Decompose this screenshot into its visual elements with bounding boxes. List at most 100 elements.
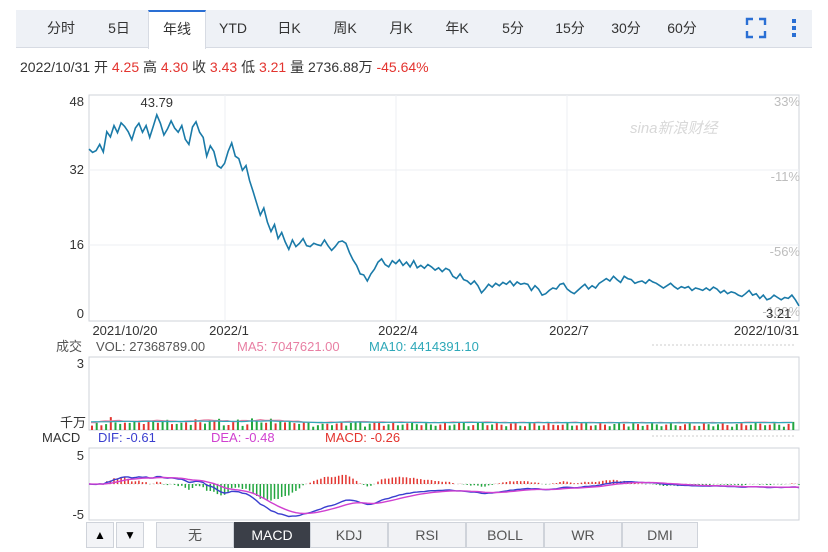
volume-bar — [359, 421, 362, 430]
volume-bar — [660, 426, 663, 430]
volume-bar — [669, 422, 672, 430]
volume-bar — [354, 421, 357, 430]
volume-bar — [298, 423, 301, 430]
dif-line — [88, 475, 800, 518]
volume-bar — [481, 422, 484, 430]
period-tab-bar: 分时 5日 年线 YTD 日K 周K 月K 年K 5分 15分 30分 60分 — [16, 10, 812, 49]
volume-bar — [208, 419, 211, 430]
volume-bar — [227, 425, 230, 430]
tab-5min[interactable]: 5分 — [502, 20, 524, 36]
volume-bar — [429, 424, 432, 430]
tab-monthly-k[interactable]: 月K — [389, 20, 413, 36]
volume-bar — [618, 423, 621, 430]
macd-y-tick: 5 — [77, 448, 84, 463]
tab-30min[interactable]: 30分 — [611, 20, 641, 36]
volume-bar — [166, 419, 169, 430]
volume-bar — [622, 423, 625, 430]
more-vertical-icon[interactable] — [782, 16, 806, 40]
fullscreen-icon[interactable] — [744, 16, 768, 40]
volume-bar — [335, 423, 338, 430]
volume-bar — [349, 423, 352, 430]
price-y-tick: 32 — [70, 162, 84, 177]
volume-label: 量 — [290, 59, 305, 75]
volume-bar — [646, 424, 649, 430]
volume-bar — [321, 423, 324, 430]
volume-bar — [585, 423, 588, 430]
volume-bar — [175, 423, 178, 430]
volume-bar — [486, 425, 489, 430]
volume-bar — [302, 422, 305, 430]
indicator-tab-none[interactable]: 无 — [156, 522, 234, 548]
volume-bar — [717, 424, 719, 430]
scroll-down-button[interactable]: ▼ — [116, 522, 144, 548]
volume-bar — [218, 418, 221, 430]
indicator-tab-dmi[interactable]: DMI — [622, 522, 698, 548]
volume-bar — [434, 425, 437, 430]
volume-bar — [778, 424, 781, 430]
volume-bar — [411, 422, 414, 430]
indicator-tab-boll[interactable]: BOLL — [466, 522, 544, 548]
change-percent: -45.64% — [376, 59, 429, 75]
scroll-up-button[interactable]: ▲ — [86, 522, 114, 548]
volume-bar — [571, 425, 574, 430]
indicator-tab-rsi[interactable]: RSI — [388, 522, 466, 548]
volume-bar — [307, 422, 310, 430]
volume-bar — [109, 417, 112, 430]
volume-bar — [735, 424, 738, 430]
volume-bar — [768, 424, 771, 430]
volume-unit-label: 千万 — [60, 415, 86, 430]
volume-bar — [759, 423, 762, 430]
volume-bar — [655, 424, 658, 430]
volume-bar — [773, 423, 776, 430]
macd-y-tick: -5 — [72, 507, 84, 522]
volume-bar — [684, 424, 686, 430]
volume-bar — [279, 421, 282, 430]
volume-bar — [161, 421, 164, 430]
open-value: 4.25 — [111, 59, 140, 75]
indicator-tab-kdj[interactable]: KDJ — [310, 522, 388, 548]
tab-15min[interactable]: 15分 — [555, 20, 585, 36]
tab-5day[interactable]: 5日 — [108, 20, 130, 36]
volume-bar — [147, 421, 150, 430]
close-value: 3.43 — [209, 59, 238, 75]
close-label: 收 — [192, 59, 207, 75]
volume-bar — [566, 422, 569, 430]
tab-fenshi[interactable]: 分时 — [47, 20, 75, 36]
tab-daily-k[interactable]: 日K — [277, 20, 301, 36]
volume-bar — [665, 424, 668, 430]
volume-bar — [425, 423, 428, 430]
tab-ytd[interactable]: YTD — [219, 20, 247, 36]
volume-bar — [378, 422, 381, 430]
volume-bar — [396, 425, 399, 430]
volume-bar — [575, 425, 578, 430]
volume-bar — [613, 424, 616, 430]
price-y-tick: 48 — [70, 94, 84, 109]
open-label: 开 — [93, 59, 108, 75]
price-y-tick: 0 — [77, 306, 84, 321]
x-tick: 2022/4 — [378, 323, 418, 338]
tab-yearly-k[interactable]: 年K — [445, 20, 469, 36]
indicator-tab-wr[interactable]: WR — [544, 522, 622, 548]
volume-bar — [171, 424, 173, 430]
tab-weekly-k[interactable]: 周K — [333, 20, 357, 36]
volume-bar — [236, 419, 239, 430]
volume-bar — [505, 426, 508, 430]
volume-bar — [260, 422, 263, 430]
volume-y-tick: 3 — [77, 356, 84, 371]
volume-bar — [651, 423, 654, 430]
dea-label: DEA: -0.48 — [211, 430, 275, 445]
volume-bar — [528, 422, 531, 430]
volume-bar — [387, 424, 390, 430]
volume-bar — [123, 422, 126, 430]
volume-bar — [627, 426, 630, 430]
volume-bar — [641, 425, 644, 430]
tab-year-line[interactable]: 年线 — [148, 10, 206, 49]
tab-60min[interactable]: 60分 — [667, 20, 697, 36]
macd-value-label: MACD: -0.26 — [325, 430, 400, 445]
volume-bar — [688, 423, 691, 430]
indicator-tab-macd[interactable]: MACD — [234, 522, 310, 548]
volume-ma10-line — [90, 420, 793, 424]
volume-bar — [222, 425, 225, 430]
percent-tick: -56% — [770, 244, 801, 259]
